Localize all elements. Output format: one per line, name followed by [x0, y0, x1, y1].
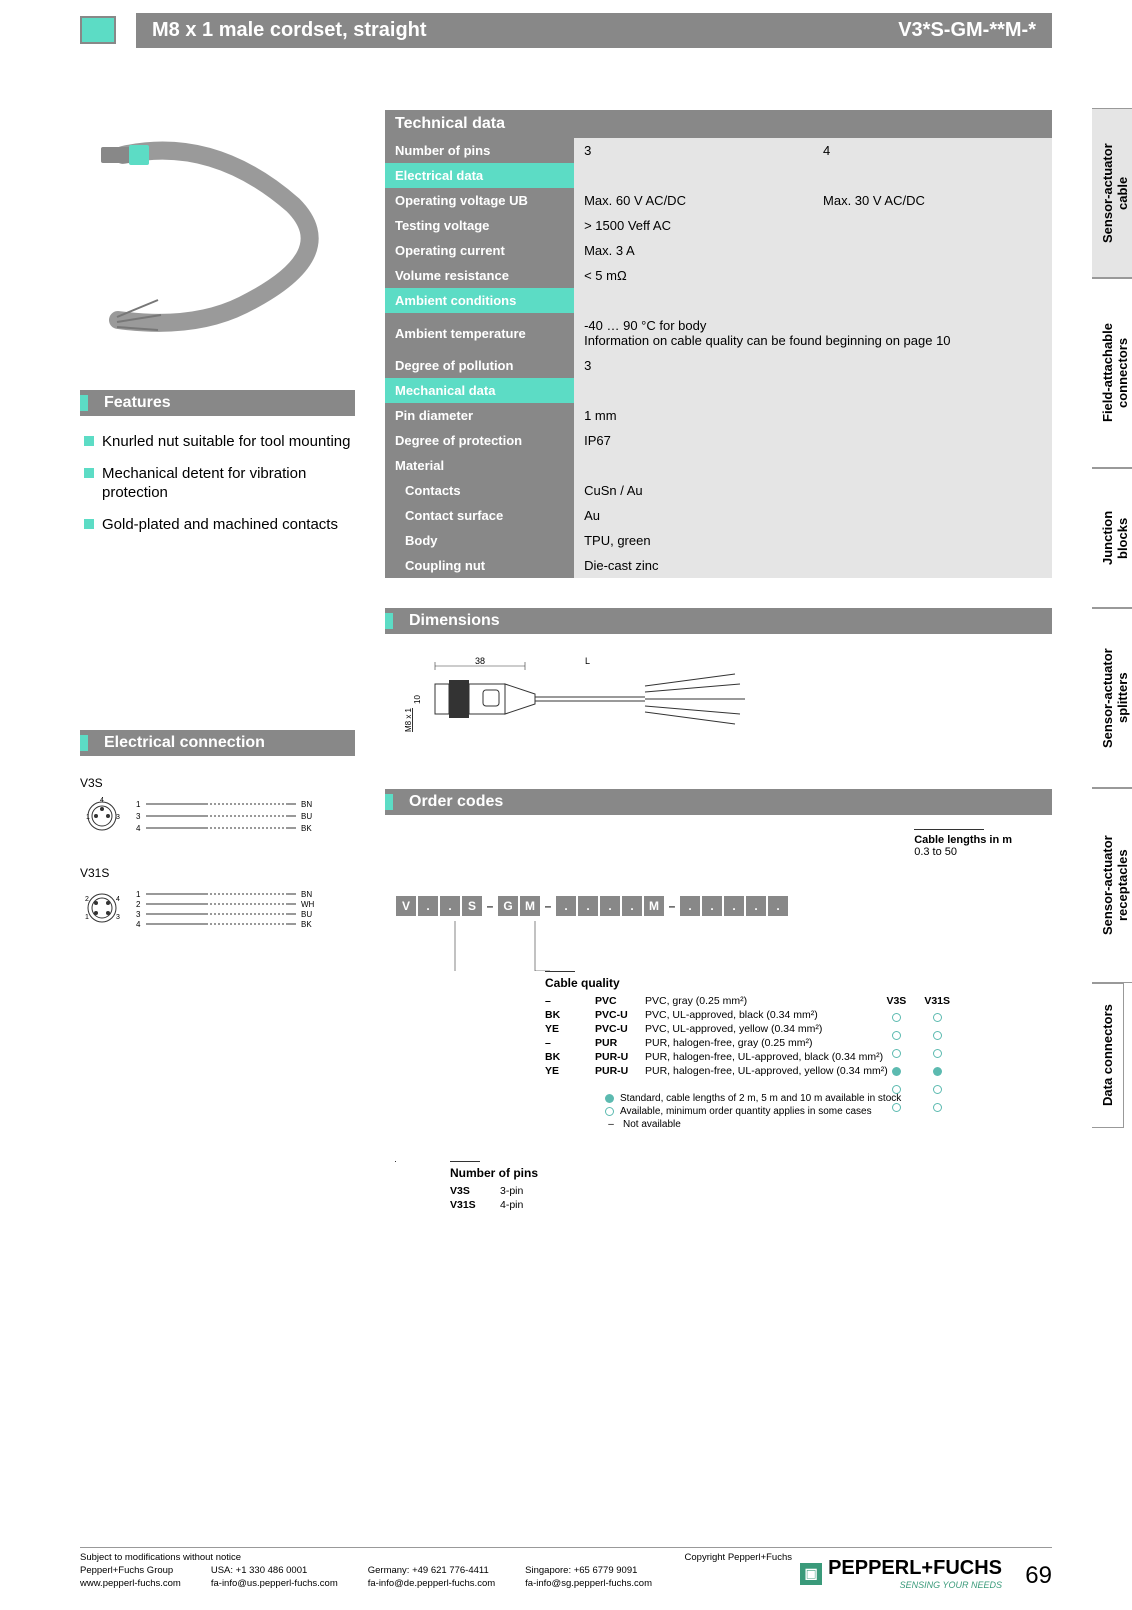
page-number: 69: [1025, 1562, 1052, 1590]
svg-text:3: 3: [116, 914, 120, 921]
order-codes-body: Cable lengths in m 0.3 to 50 V..S–GM–...…: [385, 825, 1052, 1212]
svg-text:3: 3: [136, 910, 141, 919]
footer: Subject to modifications without notice …: [80, 1547, 1052, 1590]
product-image: [80, 110, 355, 360]
features-header: Features: [80, 390, 355, 416]
svg-text:4: 4: [136, 920, 141, 929]
svg-text:4: 4: [100, 797, 104, 804]
technical-data-table: Technical data Number of pins34 Electric…: [385, 110, 1052, 578]
footer-logo: ▣ PEPPERL+FUCHS SENSING YOUR NEEDS: [800, 1557, 1002, 1590]
svg-text:10: 10: [413, 695, 422, 704]
svg-text:4: 4: [136, 824, 141, 833]
side-tab[interactable]: Sensor-actuator splitters: [1092, 608, 1132, 788]
side-tab[interactable]: Field-attachable connectors: [1092, 278, 1132, 468]
svg-text:BK: BK: [301, 920, 312, 929]
dimensions-header: Dimensions: [385, 608, 1052, 634]
elec-conn-v31s-label: V31S: [80, 866, 355, 880]
order-code-boxes: V..S–GM–....M–.....: [395, 895, 789, 917]
svg-text:3: 3: [136, 812, 141, 821]
svg-text:L: L: [585, 656, 590, 666]
svg-text:BN: BN: [301, 800, 312, 809]
elec-conn-v3s-label: V3S: [80, 776, 355, 790]
svg-text:2: 2: [85, 896, 89, 903]
dimensions-drawing: 38 L 10 M8 x 1: [385, 644, 1052, 759]
header-title: M8 x 1 male cordset, straight V3*S-GM-**…: [136, 13, 1052, 48]
feature-item: Mechanical detent for vibration protecti…: [84, 458, 355, 509]
features-list: Knurled nut suitable for tool mountingMe…: [80, 426, 355, 540]
svg-text:38: 38: [475, 656, 485, 666]
side-tab[interactable]: Sensor-actuator cable: [1092, 108, 1132, 278]
feature-item: Gold-plated and machined contacts: [84, 509, 355, 541]
feature-item: Knurled nut suitable for tool mounting: [84, 426, 355, 458]
availability-table: V3SV31S: [876, 991, 960, 1119]
side-tab[interactable]: Junction blocks: [1092, 468, 1132, 608]
svg-text:4: 4: [116, 896, 120, 903]
header-title-left: M8 x 1 male cordset, straight: [152, 19, 427, 42]
side-tab[interactable]: Data connectors: [1092, 983, 1124, 1128]
order-codes-header: Order codes: [385, 789, 1052, 815]
svg-text:WH: WH: [301, 900, 315, 909]
svg-text:3: 3: [116, 814, 120, 821]
svg-text:1: 1: [86, 814, 90, 821]
svg-text:1: 1: [136, 890, 141, 899]
header-accent-box: [80, 16, 116, 44]
elec-conn-header: Electrical connection: [80, 730, 355, 756]
svg-text:BU: BU: [301, 812, 312, 821]
svg-text:1: 1: [85, 914, 89, 921]
header-bar: M8 x 1 male cordset, straight V3*S-GM-**…: [80, 10, 1052, 50]
svg-text:BU: BU: [301, 910, 312, 919]
elec-conn-body: V3S 134 1BN3BU4BK V31S: [80, 766, 355, 970]
side-tab[interactable]: Sensor-actuator receptacles: [1092, 788, 1132, 983]
tech-data-title: Technical data: [385, 110, 1052, 138]
svg-text:BN: BN: [301, 890, 312, 899]
svg-text:2: 2: [136, 900, 141, 909]
svg-text:1: 1: [136, 800, 141, 809]
side-tabs: Sensor-actuator cableField-attachable co…: [1092, 108, 1132, 1128]
svg-text:BK: BK: [301, 824, 312, 833]
header-title-right: V3*S-GM-**M-*: [898, 19, 1036, 42]
svg-text:M8 x 1: M8 x 1: [405, 707, 413, 732]
